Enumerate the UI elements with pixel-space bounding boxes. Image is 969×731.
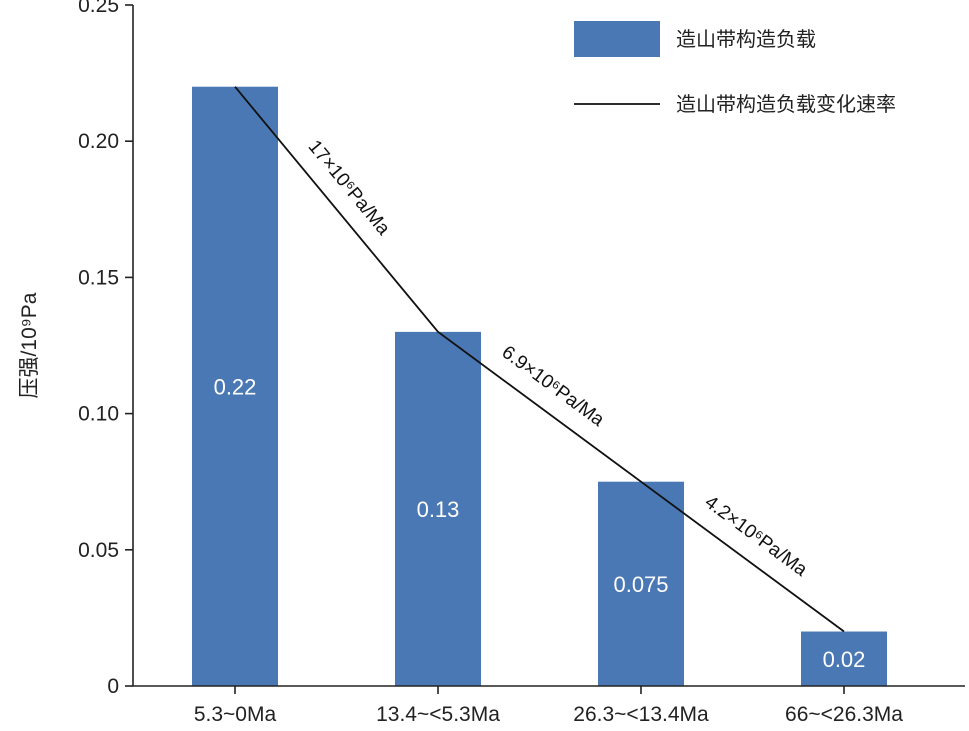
bar-value-label: 0.075 bbox=[613, 572, 668, 597]
rate-line bbox=[234, 86, 845, 633]
x-ticks: 5.3~0Ma 13.4~<5.3Ma 26.3~<13.4Ma 66~<26.3Ma bbox=[194, 686, 903, 726]
y-axis-label: 压强/10⁹Pa bbox=[18, 292, 41, 398]
bar-4 bbox=[801, 631, 887, 686]
legend: 造山带构造负载 造山带构造负载变化速率 bbox=[574, 21, 896, 116]
bar-2 bbox=[395, 331, 481, 686]
y-tick-label: 0 bbox=[107, 675, 119, 698]
bars-layer: 0.22 0.13 0.075 0.02 bbox=[192, 86, 887, 687]
legend-line-label: 造山带构造负载变化速率 bbox=[676, 92, 896, 116]
y-ticks: 0 0.05 0.10 0.15 0.20 0.25 bbox=[78, 0, 133, 698]
y-tick-label: 0.10 bbox=[78, 403, 119, 426]
bar-1 bbox=[192, 86, 278, 687]
y-tick-label: 0.25 bbox=[78, 0, 119, 17]
x-tick-label: 66~<26.3Ma bbox=[785, 703, 903, 726]
bar-value-label: 0.02 bbox=[823, 647, 866, 672]
bar-3 bbox=[598, 481, 684, 686]
x-tick-label: 13.4~<5.3Ma bbox=[376, 703, 500, 726]
x-tick-label: 26.3~<13.4Ma bbox=[573, 703, 709, 726]
legend-bar-label: 造山带构造负载 bbox=[676, 27, 816, 51]
x-tick-label: 5.3~0Ma bbox=[194, 703, 277, 726]
legend-bar-swatch bbox=[574, 21, 660, 57]
y-tick-label: 0.15 bbox=[78, 266, 119, 289]
bar-value-label: 0.22 bbox=[214, 374, 257, 399]
y-tick-label: 0.20 bbox=[78, 130, 119, 153]
y-tick-label: 0.05 bbox=[78, 539, 119, 562]
rate-line-layer: 17×10⁶Pa/Ma6.9×10⁶Pa/Ma4.2×10⁶Pa/Ma bbox=[234, 86, 845, 633]
bar-value-label: 0.13 bbox=[417, 497, 460, 522]
